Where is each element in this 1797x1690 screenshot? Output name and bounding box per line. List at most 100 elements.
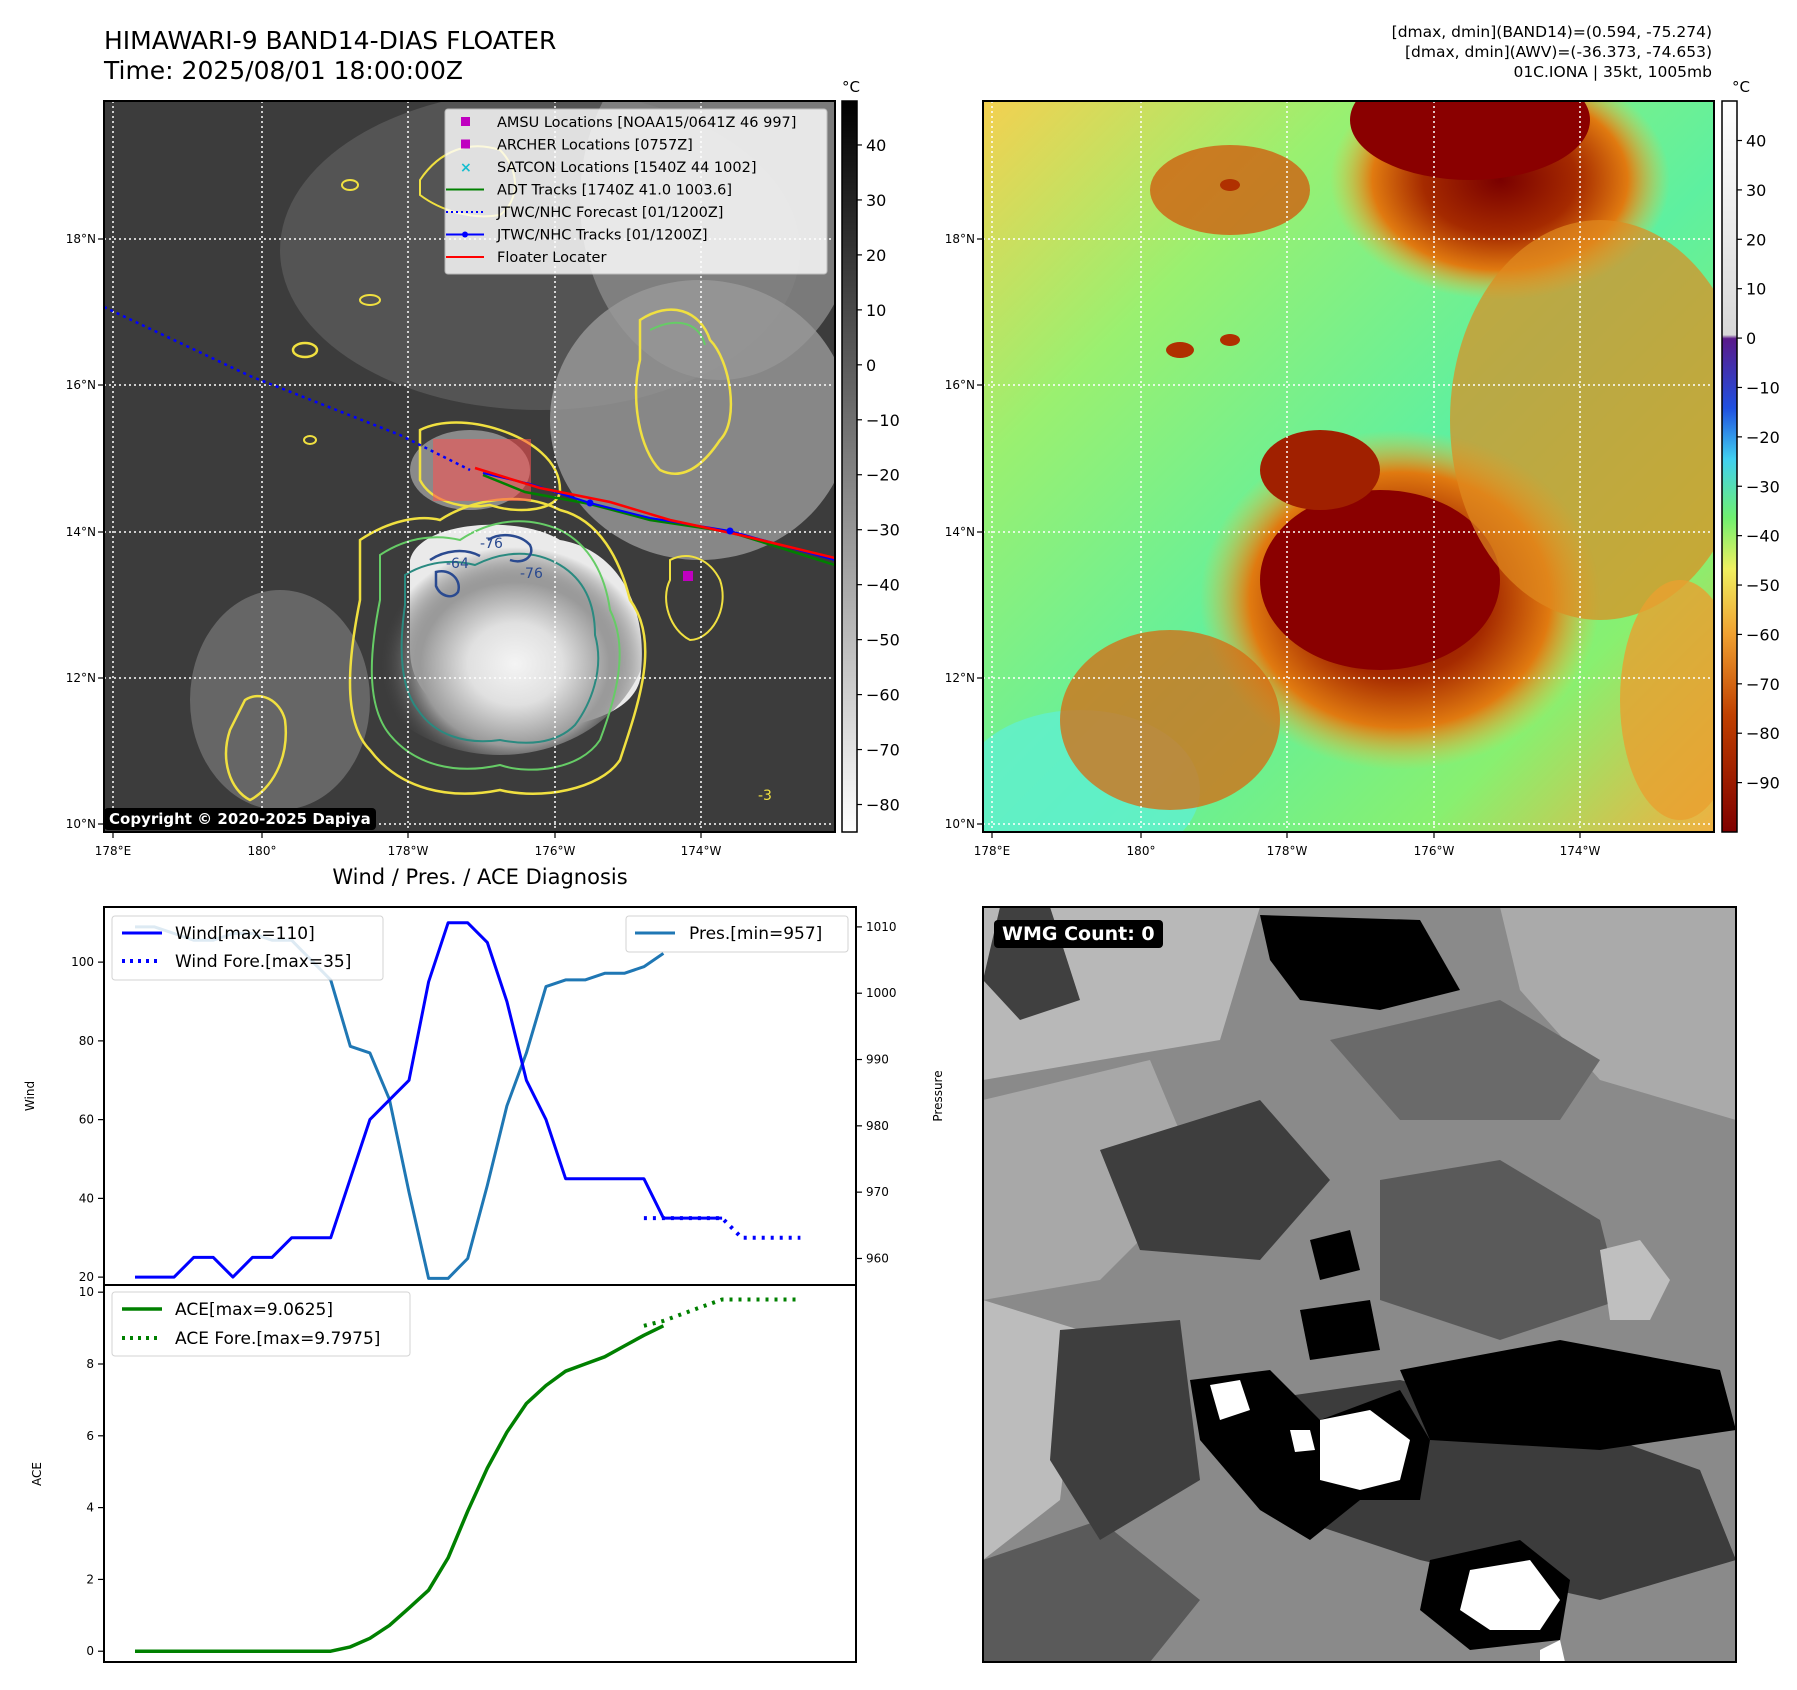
colorbar-tick-label: −50 [866,631,900,650]
colorbar-tick-label: −70 [1746,675,1780,694]
legend-label: SATCON Locations [1540Z 44 1002] [497,160,756,176]
wind-legend: Wind[max=110] Wind Fore.[max=35] [111,915,384,981]
wmg-panel [982,906,1737,1663]
colorbar-tick-label: −40 [866,576,900,595]
colorbar-tick-label: 10 [866,301,886,320]
y-tick-label: 18°N [945,232,975,246]
ace-frame [103,1284,857,1663]
y-tick-label: 970 [866,1185,889,1199]
colorbar-tick-label: 30 [1746,181,1766,200]
ace-chart: 0 2 4 6 8 10 ACE ACE[max=9.0625] ACE Fore.[ma… [30,1284,857,1663]
color-gridlines [983,101,1714,832]
y-tick-label: 10 [79,1285,94,1299]
colorbar-tick-label: 30 [866,191,886,210]
contour-label: -76 [520,566,543,582]
legend-pressure: Pres.[min=957] [689,924,822,944]
y-tick-label: 12°N [945,671,975,685]
colorbar-tick-label: 20 [866,246,886,265]
y-tick-label: 10°N [66,817,96,831]
series-line [135,921,723,1279]
colorbar-tick-label: −10 [866,411,900,430]
colorbar-tick-label: 40 [866,136,886,155]
x-tick-label: 178°E [974,844,1011,858]
colorbar-tick-label: −20 [1746,428,1780,447]
series-line [135,1324,665,1653]
y-tick-label: 100 [71,955,94,969]
ace-axis-label: ACE [30,1462,44,1486]
y-tick-label: 10°N [945,817,975,831]
y-tick-label: 990 [866,1053,889,1067]
colorbar-tick-label: −40 [1746,527,1780,546]
legend-item: ARCHER Locations [0757Z] [461,138,693,154]
color-colorbar-ticks: 40 30 20 10 0 −10 −20 −30 −40 −50 −60 −70 −80 −90 [1737,132,1780,793]
legend-label: JTWC/NHC Forecast [01/1200Z] [496,205,723,221]
legend-item: × SATCON Locations [1540Z 44 1002] [460,160,756,176]
amsu-marker [683,571,693,581]
wind-axis-label: Wind [23,1081,37,1111]
floater-locater-track [474,466,835,560]
pressure-legend: Pres.[min=957] [625,915,849,953]
color-frame [982,100,1715,833]
ir-colorbar-ticks: 40 30 20 10 0 −10 −20 −30 −40 −50 −60 −70 −80 [857,136,900,815]
y-tick-label: 14°N [945,525,975,539]
y-tick-label: 16°N [66,378,96,392]
legend-item: ADT Tracks [1740Z 41.0 1003.6] [446,183,732,199]
diagnosis-title: Wind / Pres. / ACE Diagnosis [332,865,628,889]
color-x-ticks: 178°E 180° 178°W 176°W 174°W [974,832,1601,858]
series-line [643,1216,801,1240]
wmg-frame [982,906,1737,1663]
wind-pressure-chart: 20 40 60 80 100 960 970 980 990 1000 1010 Wind Pr… [23,906,945,1286]
x-tick-label: 180° [1127,844,1156,858]
colorbar-tick-label: −60 [866,686,900,705]
pressure-axis-label: Pressure [931,1070,945,1121]
ir-color-panel: °C 403020100−10−20−30−40−50−60−70−80−90 … [945,78,1780,858]
storm-info: [dmax, dmin](BAND14)=(0.594, -75.274) [d… [1392,22,1712,82]
y-tick-label: 40 [79,1191,94,1205]
y-tick-label: 1000 [866,986,897,1000]
legend-ace-forecast: ACE Fore.[max=9.7975] [175,1329,380,1349]
legend-label: Floater Locater [497,250,606,266]
colorbar-tick-label: −30 [1746,477,1780,496]
colorbar-tick-label: −50 [1746,576,1780,595]
y-tick-label: 0 [86,1644,94,1658]
wmg-count-badge: WMG Count: 0 [994,920,1163,948]
colorbar-tick-label: −80 [1746,724,1780,743]
contour-label: -76 [480,536,503,552]
figure-title: HIMAWARI-9 BAND14-DIAS FLOATER Time: 202… [104,26,556,86]
legend-wind: Wind[max=110] [175,924,315,944]
x-tick-label: 176°W [535,844,576,858]
legend-label: JTWC/NHC Tracks [01/1200Z] [496,228,708,244]
x-tick-label: 174°W [681,844,722,858]
ir-frame [103,100,836,833]
y-tick-label: 4 [86,1501,94,1515]
colorbar-tick-label: 10 [1746,280,1766,299]
y-tick-label: 80 [79,1034,94,1048]
color-colorbar-unit: °C [1732,78,1750,96]
x-tick-label: 180° [248,844,277,858]
y-tick-label: 6 [86,1429,94,1443]
legend-label: ARCHER Locations [0757Z] [497,138,693,154]
copyright-badge: Copyright © 2020-2025 Dapiya [104,808,376,830]
legend-dot-marker [462,231,468,238]
y-tick-label: 980 [866,1119,889,1133]
colorbar-tick-label: 0 [866,356,876,375]
x-tick-label: 176°W [1414,844,1455,858]
legend-ace: ACE[max=9.0625] [175,1300,333,1320]
colorbar-tick-label: −10 [1746,378,1780,397]
y-tick-label: 60 [79,1113,94,1127]
legend-wind-forecast: Wind Fore.[max=35] [175,952,351,972]
x-tick-label: 178°E [95,844,132,858]
y-tick-label: 1010 [866,920,897,934]
color-colorbar [1721,100,1738,833]
legend-x-marker: × [460,160,472,176]
contour-label: -3 [758,788,772,804]
x-tick-label: 178°W [388,844,429,858]
title-line-2: Time: 2025/08/01 18:00:00Z [104,56,463,85]
legend-item: Floater Locater [446,250,606,266]
colorbar-tick-label: 20 [1746,230,1766,249]
y-tick-label: 2 [86,1572,94,1586]
ace-legend: ACE[max=9.0625] ACE Fore.[max=9.7975] [111,1291,411,1357]
color-y-ticks: 18°N 16°N 14°N 12°N 10°N [945,232,983,831]
y-tick-label: 8 [86,1357,94,1371]
